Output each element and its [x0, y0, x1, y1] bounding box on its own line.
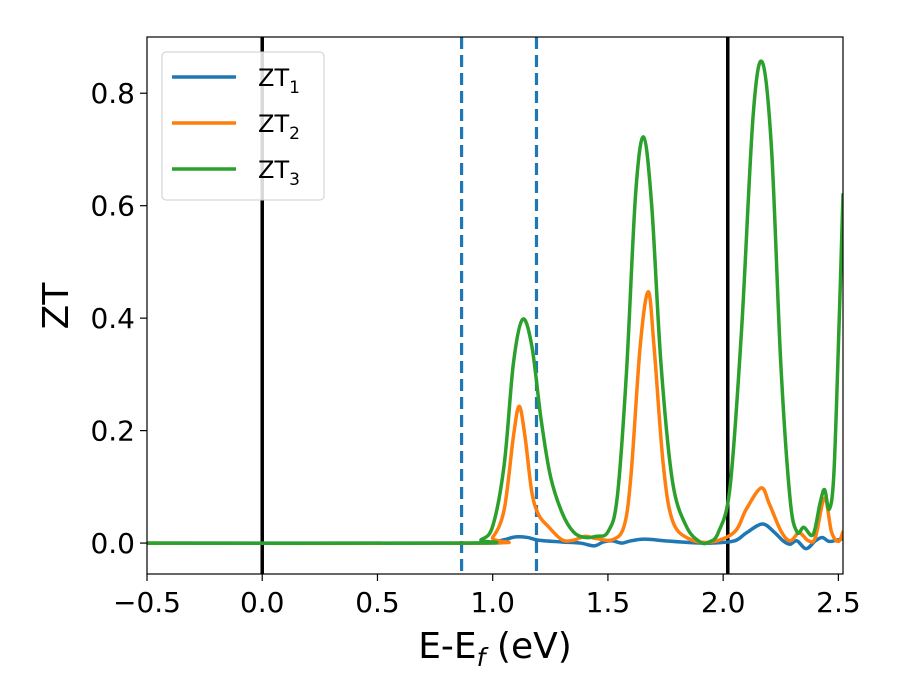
- series-lines: [147, 59, 843, 551]
- x-axis-label-unit: (eV): [485, 626, 571, 667]
- y-tick-label: 0.0: [90, 527, 135, 560]
- x-tick-label: −0.5: [113, 586, 181, 619]
- x-tick-label: 2.0: [701, 586, 746, 619]
- y-tick-label: 0.2: [90, 415, 135, 448]
- plot-frame: [146, 36, 844, 575]
- x-tick-label: 0.0: [240, 586, 285, 619]
- y-tick-label: 0.4: [90, 302, 135, 335]
- legend-label-zt1: ZT1: [258, 64, 300, 98]
- legend-label-zt2: ZT2: [258, 110, 300, 144]
- x-tick-label: 1.5: [586, 586, 631, 619]
- x-axis-label-main: E-E: [418, 626, 476, 667]
- series-line-zt1: [147, 522, 843, 551]
- x-tick-label: 0.5: [355, 586, 400, 619]
- legend-label-zt3: ZT3: [258, 156, 300, 190]
- legend: ZT1 ZT2 ZT3: [161, 51, 325, 201]
- legend-entries: ZT1 ZT2 ZT3: [172, 64, 300, 190]
- y-tick-label: 0.6: [90, 190, 135, 223]
- x-axis-ticks: −0.5 0.0 0.5 1.0 1.5 2.0 2.5: [113, 574, 861, 619]
- x-axis-label: E-Ef (eV): [418, 626, 572, 672]
- x-tick-label: 2.5: [816, 586, 861, 619]
- y-tick-label: 0.8: [90, 77, 135, 110]
- x-tick-label: 1.0: [470, 586, 515, 619]
- series-line-zt2: [147, 289, 843, 546]
- legend-box: [161, 51, 325, 201]
- series-line-zt3: [147, 59, 843, 546]
- y-axis-label: ZT: [36, 282, 77, 330]
- y-axis-ticks: 0.0 0.2 0.4 0.6 0.8: [90, 77, 147, 560]
